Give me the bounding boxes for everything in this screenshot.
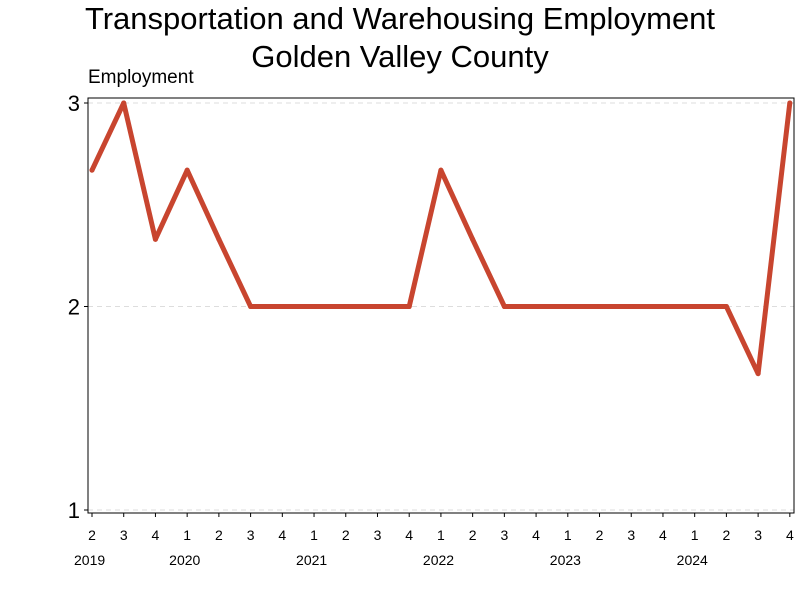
- data-point: [216, 236, 222, 242]
- x-tick-label: 3: [627, 527, 635, 543]
- data-point: [343, 304, 349, 309]
- x-tick-label: 2: [342, 527, 350, 543]
- x-tick-label: 1: [183, 527, 191, 543]
- data-point: [628, 304, 634, 309]
- x-year-label: 2024: [677, 552, 708, 568]
- x-tick-label: 3: [247, 527, 255, 543]
- data-point: [470, 236, 476, 242]
- x-tick-label: 1: [691, 527, 699, 543]
- x-tick-label: 4: [152, 527, 160, 543]
- x-tick-label: 3: [500, 527, 508, 543]
- x-year-label: 2023: [550, 552, 581, 568]
- data-point: [279, 304, 285, 309]
- x-tick-label: 1: [564, 527, 572, 543]
- data-point: [121, 100, 127, 106]
- data-point: [406, 304, 412, 309]
- chart-title: Transportation and Warehousing Employmen…: [84, 1, 716, 36]
- data-point: [660, 304, 666, 309]
- data-point: [438, 167, 444, 173]
- chart-subtitle: Golden Valley County: [251, 39, 549, 74]
- y-tick-label: 2: [68, 295, 80, 320]
- x-tick-label: 2: [469, 527, 477, 543]
- data-point: [755, 371, 761, 377]
- x-year-label: 2021: [296, 552, 327, 568]
- y-tick-label: 3: [68, 91, 80, 116]
- y-tick-label: 1: [68, 498, 80, 523]
- data-point: [184, 167, 190, 173]
- x-tick-label: 1: [437, 527, 445, 543]
- data-point: [787, 100, 793, 106]
- data-point: [597, 304, 603, 309]
- y-axis-label: Employment: [88, 67, 194, 88]
- x-tick-label: 2: [596, 527, 604, 543]
- x-tick-label: 2: [723, 527, 731, 543]
- data-point: [152, 236, 158, 242]
- x-tick-label: 4: [278, 527, 286, 543]
- data-point: [89, 167, 95, 173]
- x-tick-label: 4: [659, 527, 667, 543]
- x-tick-label: 2: [215, 527, 223, 543]
- data-point: [248, 304, 254, 309]
- x-tick-label: 4: [786, 527, 794, 543]
- data-point: [311, 304, 317, 309]
- x-tick-label: 4: [532, 527, 540, 543]
- data-point: [533, 304, 539, 309]
- x-year-label: 2022: [423, 552, 454, 568]
- x-tick-label: 3: [374, 527, 382, 543]
- x-year-label: 2020: [169, 552, 200, 568]
- data-point: [565, 304, 571, 309]
- x-tick-label: 3: [120, 527, 128, 543]
- x-tick-label: 3: [754, 527, 762, 543]
- series-line: [89, 100, 793, 377]
- data-point: [374, 304, 380, 309]
- x-tick-label: 2: [88, 527, 96, 543]
- x-tick-label: 4: [405, 527, 413, 543]
- x-year-label: 2019: [74, 552, 105, 568]
- data-point: [723, 304, 729, 309]
- x-tick-label: 1: [310, 527, 318, 543]
- data-point: [501, 304, 507, 309]
- data-point: [692, 304, 698, 309]
